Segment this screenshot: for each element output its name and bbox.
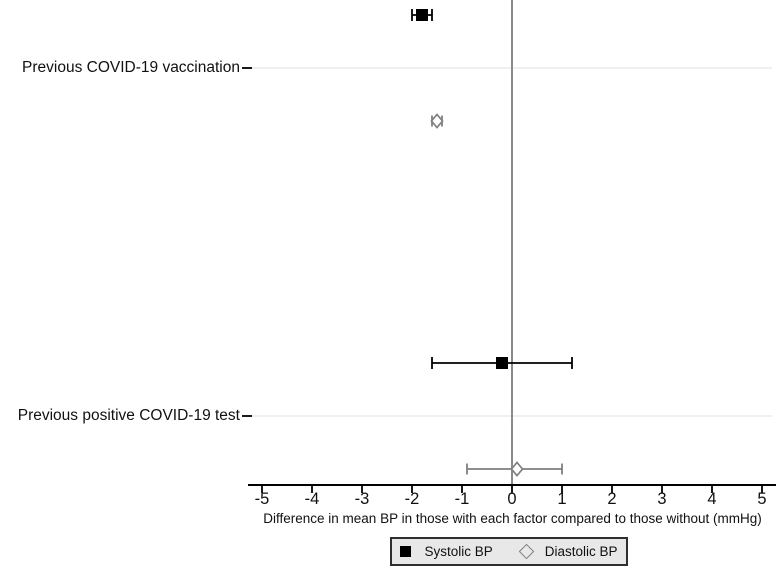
filled-square-icon — [400, 546, 412, 557]
x-tick-label: 2 — [607, 490, 617, 508]
x-tick-label: 4 — [707, 490, 717, 508]
legend-label-systolic: Systolic BP — [424, 544, 493, 559]
x-tick-label: -3 — [354, 490, 370, 508]
forest-plot-canvas — [242, 0, 776, 493]
systolic-point-marker — [496, 357, 508, 369]
x-tick-label: 3 — [657, 490, 667, 508]
x-tick-label: 5 — [757, 490, 767, 508]
legend: Systolic BP Diastolic BP — [390, 537, 628, 566]
x-tick-label: -4 — [304, 490, 320, 508]
diastolic-point-marker — [510, 461, 524, 477]
category-label-1: Previous positive COVID-19 test — [17, 407, 240, 424]
legend-label-diastolic: Diastolic BP — [544, 544, 618, 559]
legend-item-systolic: Systolic BP — [400, 544, 493, 559]
x-tick-label: 0 — [507, 490, 517, 508]
x-axis-title: Difference in mean BP in those with each… — [263, 511, 762, 526]
open-diamond-icon — [518, 543, 535, 560]
category-label-0: Previous COVID-19 vaccination — [22, 59, 240, 76]
x-tick-label: -1 — [454, 490, 470, 508]
systolic-point-marker — [416, 9, 428, 21]
diastolic-point-marker — [430, 113, 444, 129]
x-tick-label: -2 — [404, 490, 420, 508]
legend-item-diastolic: Diastolic BP — [518, 543, 618, 560]
x-tick-label: 1 — [557, 490, 567, 508]
x-tick-label: -5 — [254, 490, 270, 508]
